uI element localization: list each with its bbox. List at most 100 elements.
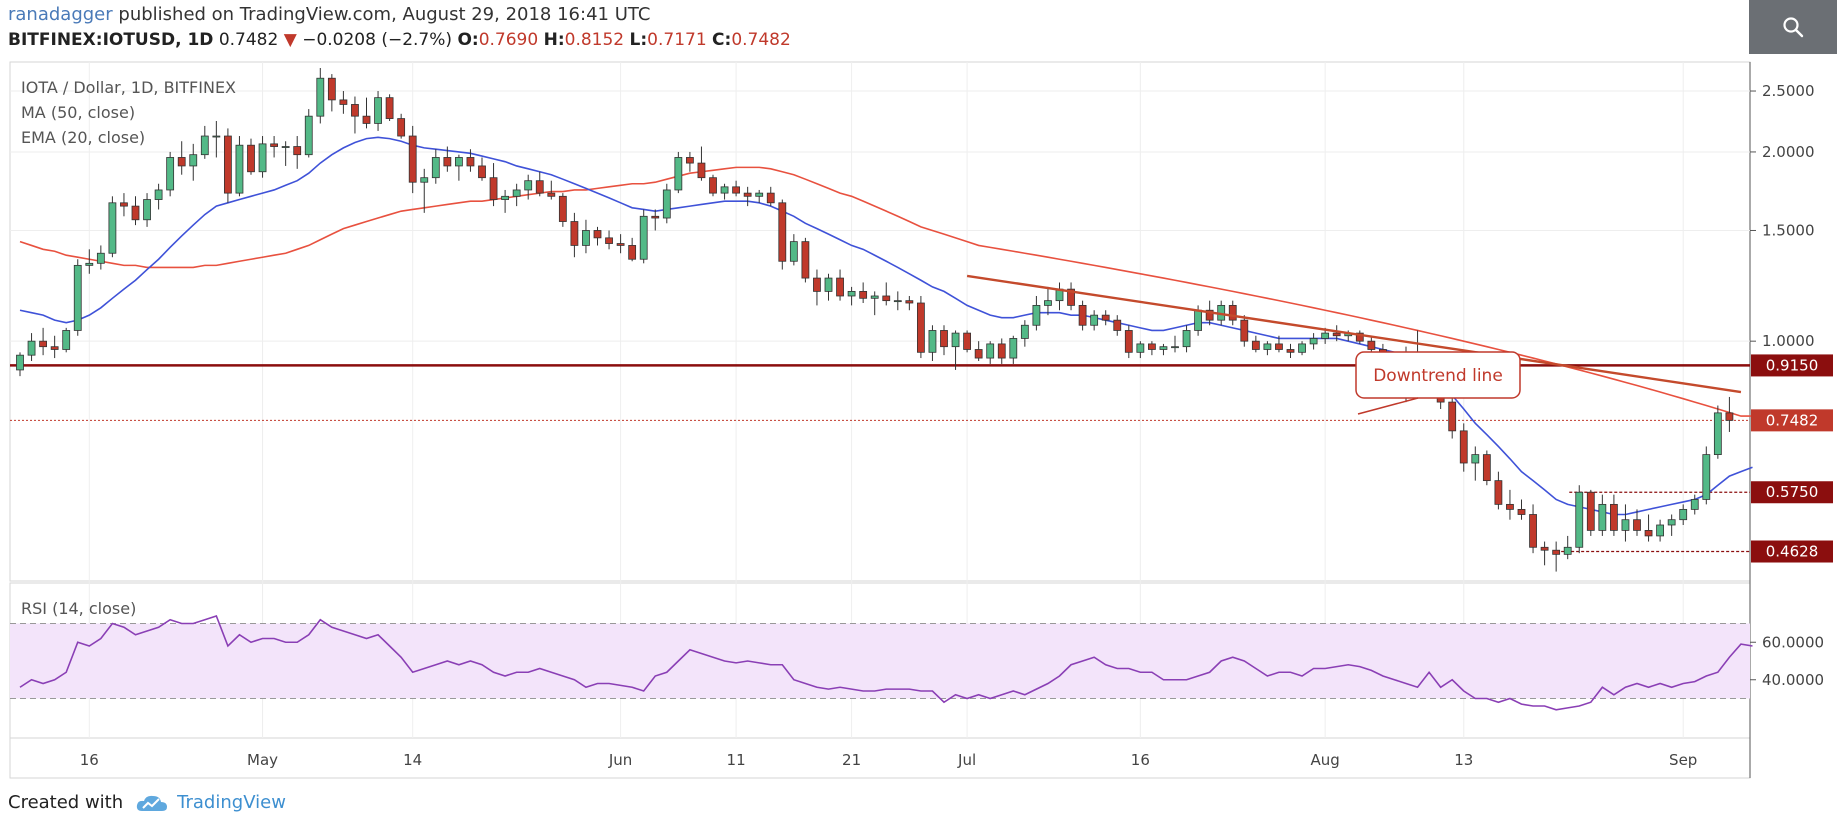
candle bbox=[813, 269, 821, 306]
chart-title: IOTA / Dollar, 1D, BITFINEX bbox=[21, 78, 236, 97]
candle-body bbox=[593, 230, 602, 239]
search-button[interactable] bbox=[1749, 0, 1837, 54]
candle-body bbox=[870, 295, 879, 299]
candle-body bbox=[616, 243, 625, 246]
candle bbox=[1633, 509, 1641, 536]
candle-body bbox=[108, 202, 117, 254]
rsi-tick-label: 40.0000 bbox=[1762, 671, 1824, 689]
candle bbox=[1575, 485, 1584, 554]
candle-body bbox=[1044, 300, 1052, 306]
candle bbox=[1101, 310, 1110, 326]
candle bbox=[85, 249, 94, 274]
candle bbox=[1713, 405, 1722, 459]
candle bbox=[131, 196, 140, 226]
candle bbox=[1113, 315, 1122, 336]
x-tick-label: 21 bbox=[842, 751, 861, 769]
candle bbox=[1136, 341, 1145, 359]
candle bbox=[1679, 504, 1688, 525]
candle bbox=[940, 325, 948, 356]
candle-body bbox=[235, 144, 244, 194]
candle-body bbox=[905, 300, 914, 304]
candle-body bbox=[443, 157, 452, 167]
ma-legend: MA (50, close) bbox=[21, 103, 135, 122]
rsi-plot bbox=[10, 615, 1753, 711]
candle-body bbox=[420, 177, 429, 183]
downtrend-callout[interactable]: Downtrend line bbox=[1355, 351, 1521, 415]
candle-body bbox=[1148, 343, 1156, 350]
author-link[interactable]: ranadagger bbox=[8, 4, 113, 25]
footer: Created with TradingView bbox=[8, 792, 286, 813]
symbol-info: BITFINEX:IOTUSD, 1D 0.7482 ▼ −0.0208 (−2… bbox=[8, 30, 791, 50]
candle-body bbox=[247, 144, 255, 173]
candle-body bbox=[1124, 330, 1133, 353]
x-tick-label: Sep bbox=[1669, 751, 1697, 769]
candle bbox=[524, 174, 533, 200]
candle-body bbox=[778, 202, 787, 262]
candle-body bbox=[1090, 314, 1099, 326]
candle-body bbox=[1020, 324, 1029, 339]
candle bbox=[1275, 335, 1283, 353]
trendline bbox=[966, 274, 1742, 394]
candle-body bbox=[789, 241, 798, 262]
candle-body bbox=[1067, 288, 1075, 306]
x-tick-label: 16 bbox=[1131, 751, 1150, 769]
candle bbox=[16, 352, 24, 377]
candle-body bbox=[385, 97, 394, 119]
candle bbox=[720, 183, 729, 200]
candle bbox=[73, 259, 82, 336]
candle-body bbox=[732, 186, 740, 194]
candle-body bbox=[743, 192, 752, 197]
candle bbox=[997, 338, 1006, 364]
candle-body bbox=[478, 165, 486, 179]
candle bbox=[1656, 519, 1664, 542]
candle bbox=[1598, 494, 1607, 536]
candle-body bbox=[120, 202, 128, 207]
candle-body bbox=[304, 115, 313, 156]
candle bbox=[1725, 396, 1734, 432]
candle-body bbox=[686, 157, 694, 164]
low-label: L: bbox=[629, 30, 648, 50]
candle-body bbox=[512, 189, 521, 197]
candle-body bbox=[62, 330, 71, 350]
candle-body bbox=[339, 99, 348, 105]
candle-body bbox=[1506, 503, 1514, 510]
candle-body bbox=[570, 221, 579, 246]
candle-body bbox=[154, 189, 163, 200]
candle-body bbox=[1633, 519, 1641, 531]
close-label: C: bbox=[712, 30, 732, 50]
price-pane[interactable] bbox=[9, 61, 1751, 582]
candle bbox=[200, 125, 209, 159]
candle-body bbox=[454, 157, 463, 167]
candle bbox=[270, 136, 279, 158]
candle-body bbox=[974, 349, 983, 359]
candle-body bbox=[177, 157, 186, 167]
candle bbox=[639, 209, 648, 264]
candle-body bbox=[1586, 491, 1595, 531]
candle bbox=[431, 149, 440, 184]
candle-body bbox=[27, 340, 36, 356]
candle-body bbox=[1529, 514, 1537, 548]
open-value: 0.7690 bbox=[478, 30, 539, 50]
candle bbox=[62, 327, 71, 353]
price-tag: 0.5750 bbox=[1751, 481, 1833, 504]
publish-info: ranadagger published on TradingView.com,… bbox=[8, 4, 650, 25]
candle-body bbox=[1471, 454, 1480, 464]
candle-body bbox=[582, 230, 590, 246]
x-tick-label: Aug bbox=[1311, 751, 1340, 769]
x-tick-label: 13 bbox=[1454, 751, 1473, 769]
downtrend-line bbox=[966, 274, 1742, 394]
candle-body bbox=[836, 277, 844, 297]
price-tag-label: 0.5750 bbox=[1766, 483, 1819, 501]
rsi-legend: RSI (14, close) bbox=[21, 599, 136, 618]
candle bbox=[327, 74, 336, 112]
candle-body bbox=[1713, 412, 1722, 456]
candle bbox=[385, 94, 394, 121]
tradingview-link[interactable]: TradingView bbox=[177, 792, 286, 813]
candle-body bbox=[1309, 338, 1318, 345]
candle bbox=[547, 180, 556, 200]
candle bbox=[1506, 489, 1514, 520]
candle-body bbox=[1009, 338, 1018, 359]
candle-body bbox=[351, 104, 359, 117]
candle bbox=[339, 91, 348, 114]
